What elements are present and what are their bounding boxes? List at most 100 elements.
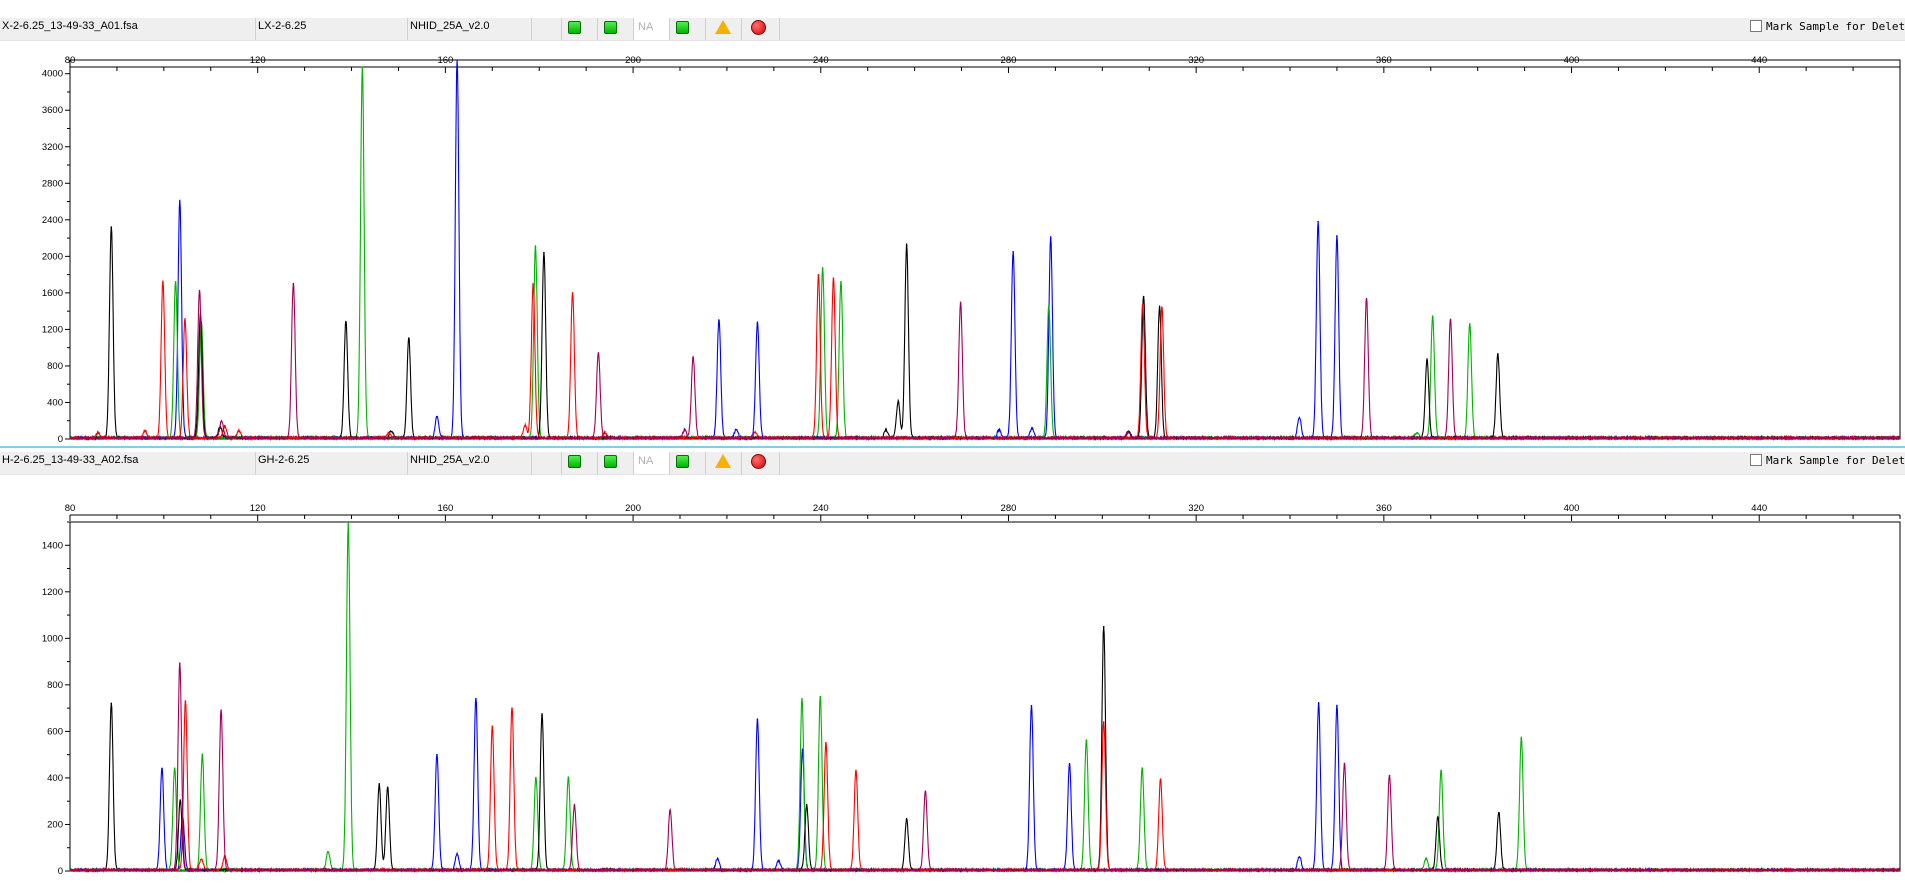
peak-point [179, 663, 181, 665]
peak-point [220, 709, 222, 712]
peak-point [534, 246, 537, 249]
mark-sample-checkbox[interactable]: Mark Sample for Deletion [1750, 454, 1905, 467]
checkbox-icon[interactable] [1750, 20, 1762, 32]
peak-point [1317, 220, 1319, 223]
mark-sample-label: Mark Sample for Deletion [1766, 454, 1905, 467]
peak-point [573, 805, 576, 807]
series-purple [69, 282, 1900, 442]
mark-sample-checkbox[interactable]: Mark Sample for Deletion [1750, 20, 1905, 33]
electropherogram-plot[interactable]: 80 120 160 200 240 280 320 360 400 440 0 200 400 600 8… [0, 484, 1905, 878]
sizing-quality-button[interactable] [562, 18, 598, 40]
series-black [69, 226, 1901, 442]
allele-quality-button[interactable] [598, 18, 634, 40]
peak-point [436, 416, 438, 418]
green-square-icon [568, 455, 581, 468]
y-tick-label: 600 [47, 726, 63, 737]
peak-point [110, 702, 113, 705]
x-tick-label: 160 [437, 503, 453, 514]
y-tick-label: 1200 [42, 587, 63, 598]
sample-toolbar: X-2-6.25_13-49-33_A01.fsa LX-2-6.25 NHID… [0, 18, 1905, 41]
quality-flag-button[interactable] [670, 18, 706, 40]
quality-flag-button[interactable] [670, 452, 706, 474]
y-tick-label: 0 [58, 866, 63, 877]
peak-point [801, 698, 803, 700]
sample-name-field[interactable]: LX-2-6.25 [256, 18, 408, 40]
peak-point [716, 858, 719, 861]
warning-triangle-icon [715, 454, 731, 468]
na-field[interactable]: NA [634, 452, 670, 474]
peak-point [224, 426, 226, 428]
peak-point [388, 432, 390, 435]
peak-point [475, 698, 477, 700]
peak-point [1012, 250, 1014, 253]
peak-point [1141, 767, 1143, 770]
trace-line-green [69, 66, 1901, 442]
blank-field [532, 452, 562, 474]
peak-point [819, 695, 822, 698]
peak-point [905, 819, 908, 821]
trace-line-purple [69, 662, 1900, 874]
stop-button[interactable] [742, 452, 780, 474]
sizing-quality-button[interactable] [562, 452, 598, 474]
peak-point [543, 251, 545, 254]
panel-name-field[interactable]: NHID_25A_v2.0 [408, 452, 532, 474]
peak-point [201, 753, 204, 756]
peak-point [1298, 417, 1301, 419]
y-tick-label: 2400 [42, 215, 63, 226]
checkbox-icon[interactable] [1750, 454, 1762, 466]
x-tick-label: 280 [1001, 503, 1017, 514]
peak-point [597, 352, 600, 354]
warning-button[interactable] [706, 452, 742, 474]
peak-point [756, 322, 759, 324]
peak-point [162, 281, 164, 283]
sample-name-field[interactable]: GH-2-6.25 [256, 452, 408, 474]
peak-point [1159, 779, 1162, 782]
trace-line-blue [69, 59, 1900, 442]
peak-point [174, 281, 177, 283]
peak-point [692, 356, 694, 359]
warning-button[interactable] [706, 18, 742, 40]
file-name-field[interactable]: H-2-6.25_13-49-33_A02.fsa [0, 452, 256, 474]
peak-point [436, 753, 438, 756]
peak-point [998, 429, 1000, 432]
peak-point [669, 809, 671, 812]
peak-point [524, 425, 526, 428]
panel-name-field[interactable]: NHID_25A_v2.0 [408, 18, 532, 40]
plot-frame [69, 59, 1901, 440]
peak-point [571, 292, 574, 294]
file-name-field[interactable]: X-2-6.25_13-49-33_A01.fsa [0, 18, 256, 40]
na-label: NA [638, 21, 654, 33]
x-tick-label: 320 [1188, 503, 1204, 514]
peak-point [1437, 816, 1439, 819]
allele-quality-button[interactable] [598, 452, 634, 474]
peak-point [456, 853, 458, 856]
trace-line-green [69, 522, 1901, 874]
peak-point [1388, 774, 1391, 777]
y-tick-label: 3200 [42, 142, 63, 153]
trace-line-black [69, 226, 1901, 442]
peak-point [924, 791, 927, 793]
peak-point [532, 283, 534, 286]
panel-divider[interactable] [0, 446, 1905, 448]
series-purple [69, 662, 1900, 874]
peak-point [897, 401, 899, 404]
series-blue [69, 59, 1900, 442]
stop-button[interactable] [742, 18, 780, 40]
peak-point [1102, 625, 1105, 628]
warning-triangle-icon [715, 20, 731, 34]
peak-point [1431, 315, 1434, 318]
electropherogram-plot[interactable]: 80 120 160 200 240 280 320 360 400 44004008001200… [0, 50, 1905, 446]
peak-point [386, 786, 389, 789]
peak-point [407, 337, 410, 340]
peak-point [1468, 323, 1471, 325]
peak-point [905, 244, 908, 247]
y-tick-label: 0 [58, 434, 63, 445]
y-tick-label: 2800 [42, 178, 63, 189]
peak-point [1298, 856, 1301, 858]
na-field[interactable]: NA [634, 18, 670, 40]
peak-point [1102, 721, 1105, 723]
peak-point [1161, 307, 1163, 310]
peak-point [801, 749, 804, 751]
peak-point [511, 707, 513, 709]
peak-point [567, 777, 570, 779]
